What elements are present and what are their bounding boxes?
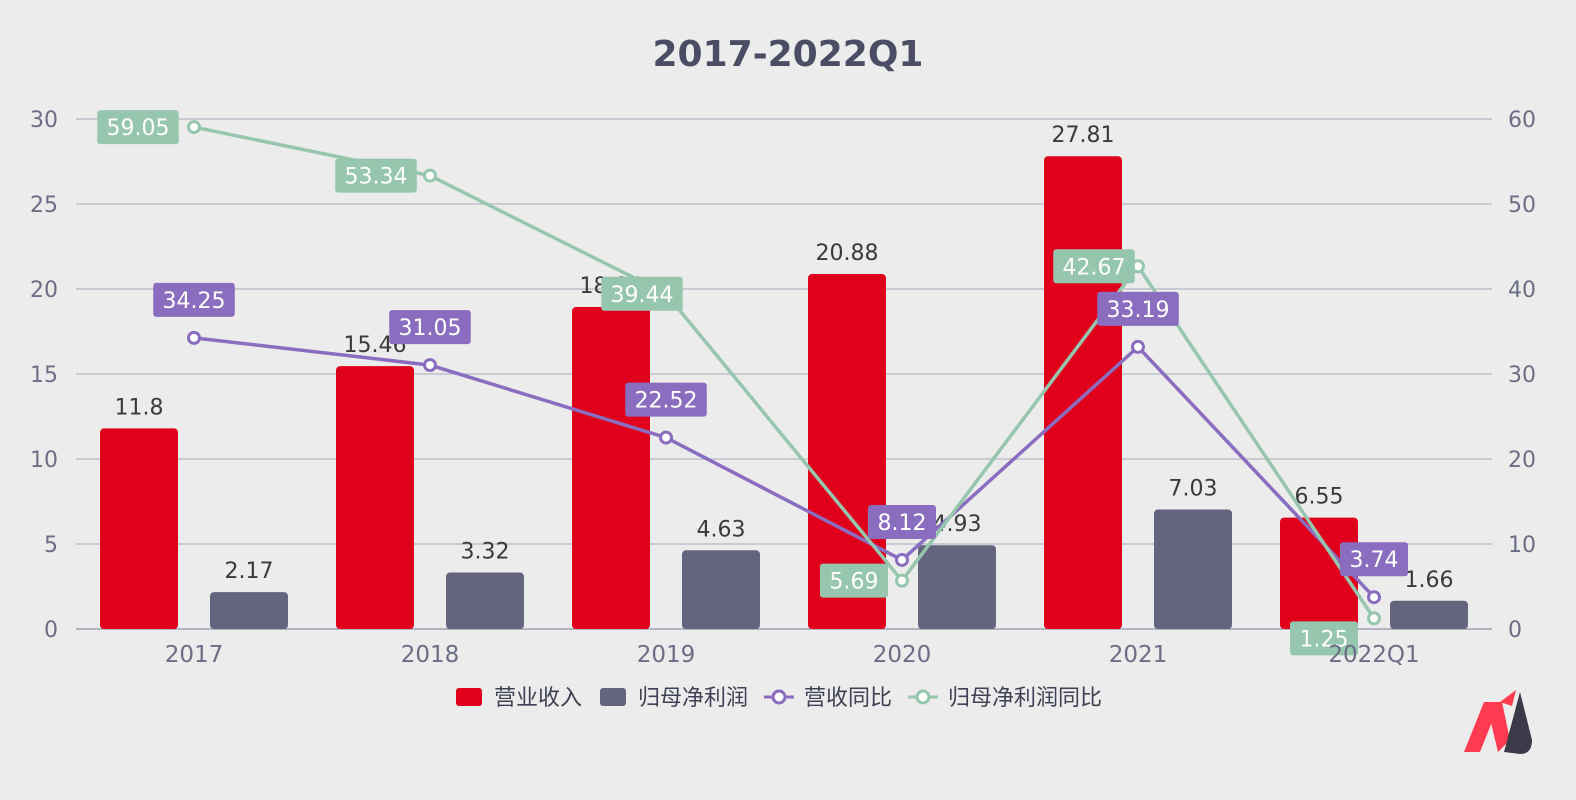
y-left-tick-label: 0 bbox=[44, 618, 58, 643]
data-tag-box bbox=[1340, 542, 1408, 577]
legend-label: 归母净利润 bbox=[638, 686, 748, 711]
line-point bbox=[895, 573, 909, 588]
line-data-label: 34.25 bbox=[163, 289, 226, 314]
legend-label: 营收同比 bbox=[804, 686, 892, 711]
x-tick-label: 2021 bbox=[1109, 642, 1168, 668]
line-point bbox=[895, 552, 909, 567]
axis-ticks: 0 5 10 15 20 25 30 0 10 20 30 40 50 60 2017 2018 2019 202… bbox=[30, 108, 1536, 668]
legend-swatch bbox=[600, 688, 626, 706]
line-data-label: 1.25 bbox=[1300, 627, 1349, 652]
y-right-tick-label: 60 bbox=[1508, 108, 1536, 133]
line-data-label: 5.69 bbox=[830, 570, 879, 595]
legend-swatch bbox=[456, 688, 482, 706]
bars: 11.815.4618.9420.8827.816.552.173.324.63… bbox=[100, 123, 1468, 630]
y-right-tick-label: 40 bbox=[1508, 278, 1536, 303]
y-left-tick-label: 30 bbox=[30, 108, 58, 133]
data-tag-box bbox=[1290, 621, 1358, 656]
data-tag-box bbox=[153, 282, 235, 317]
line-data-label: 39.44 bbox=[611, 283, 674, 308]
x-tick-label: 2020 bbox=[873, 642, 932, 668]
x-tick-label: 2017 bbox=[165, 642, 224, 668]
line-point bbox=[187, 120, 201, 135]
line-data-label: 59.05 bbox=[107, 116, 170, 141]
bar-data-label: 4.63 bbox=[697, 517, 746, 542]
data-tag-box bbox=[389, 310, 471, 345]
x-tick-label: 2019 bbox=[637, 642, 696, 668]
data-tag-box bbox=[1053, 249, 1135, 284]
line-point bbox=[1367, 611, 1381, 626]
y-right-tick-label: 10 bbox=[1508, 533, 1536, 558]
bar-net-profit bbox=[210, 592, 288, 629]
y-right-tick-label: 30 bbox=[1508, 363, 1536, 388]
y-left-tick-label: 15 bbox=[30, 363, 58, 388]
data-tag-box bbox=[335, 158, 417, 193]
bar-data-label: 20.88 bbox=[816, 241, 879, 266]
lines: 34.25 31.05 22.52 8.12 33.19 3.74 59.05 53.34 39… bbox=[97, 110, 1408, 656]
data-tag-box bbox=[868, 504, 936, 539]
legend: 营业收入 归母净利润 营收同比 归母净利润同比 bbox=[456, 686, 1102, 711]
brand-m-logo-icon bbox=[1464, 690, 1532, 754]
line-point bbox=[659, 430, 673, 445]
line-point bbox=[1367, 590, 1381, 605]
line-data-label: 3.74 bbox=[1350, 548, 1399, 573]
data-tag-box bbox=[820, 563, 888, 598]
line-data-label: 33.19 bbox=[1107, 298, 1170, 323]
bar-net-profit bbox=[1154, 509, 1232, 629]
line-point bbox=[423, 358, 437, 373]
line-data-label: 42.67 bbox=[1063, 255, 1126, 280]
data-tag-box bbox=[97, 110, 179, 145]
legend-label: 营业收入 bbox=[494, 686, 582, 711]
bar-data-label: 7.03 bbox=[1169, 476, 1218, 501]
data-tag-box bbox=[601, 276, 683, 311]
bar-data-label: 11.8 bbox=[115, 395, 164, 420]
y-left-tick-label: 20 bbox=[30, 278, 58, 303]
data-tag-box bbox=[625, 382, 707, 417]
line-point bbox=[1131, 339, 1145, 354]
y-left-tick-label: 10 bbox=[30, 448, 58, 473]
bar-data-label: 1.66 bbox=[1405, 568, 1454, 593]
bar-data-label: 3.32 bbox=[461, 540, 510, 565]
y-right-tick-label: 50 bbox=[1508, 193, 1536, 218]
gridlines bbox=[76, 118, 1492, 630]
bar-revenue bbox=[336, 366, 414, 629]
bar-data-label: 6.55 bbox=[1295, 485, 1344, 510]
bar-revenue bbox=[100, 428, 178, 629]
bar-net-profit bbox=[682, 550, 760, 629]
y-right-tick-label: 20 bbox=[1508, 448, 1536, 473]
line-data-label: 31.05 bbox=[399, 316, 462, 341]
bar-data-label: 27.81 bbox=[1052, 123, 1115, 148]
line-data-label: 22.52 bbox=[635, 389, 698, 414]
x-tick-label: 2022Q1 bbox=[1328, 642, 1419, 668]
legend-marker bbox=[771, 689, 787, 705]
bar-revenue bbox=[572, 307, 650, 629]
bar-revenue bbox=[1044, 156, 1122, 630]
bar-net-profit bbox=[918, 545, 996, 629]
line-point bbox=[187, 330, 201, 345]
line-point bbox=[423, 168, 437, 183]
bar-net-profit bbox=[1390, 600, 1468, 629]
chart-title: 2017-2022Q1 bbox=[653, 34, 924, 75]
x-tick-label: 2018 bbox=[401, 642, 460, 668]
bar-revenue bbox=[1280, 517, 1358, 629]
line-revenue-yoy bbox=[193, 336, 1376, 599]
y-left-tick-label: 25 bbox=[30, 193, 58, 218]
line-data-label: 8.12 bbox=[878, 511, 927, 536]
legend-marker bbox=[915, 689, 931, 705]
legend-label: 归母净利润同比 bbox=[948, 686, 1102, 711]
y-right-tick-label: 0 bbox=[1508, 618, 1522, 643]
y-left-tick-label: 5 bbox=[44, 533, 58, 558]
bar-data-label: 2.17 bbox=[225, 559, 274, 584]
data-tag-box bbox=[1097, 291, 1179, 326]
line-data-label: 53.34 bbox=[345, 165, 408, 190]
bar-net-profit bbox=[446, 572, 524, 629]
